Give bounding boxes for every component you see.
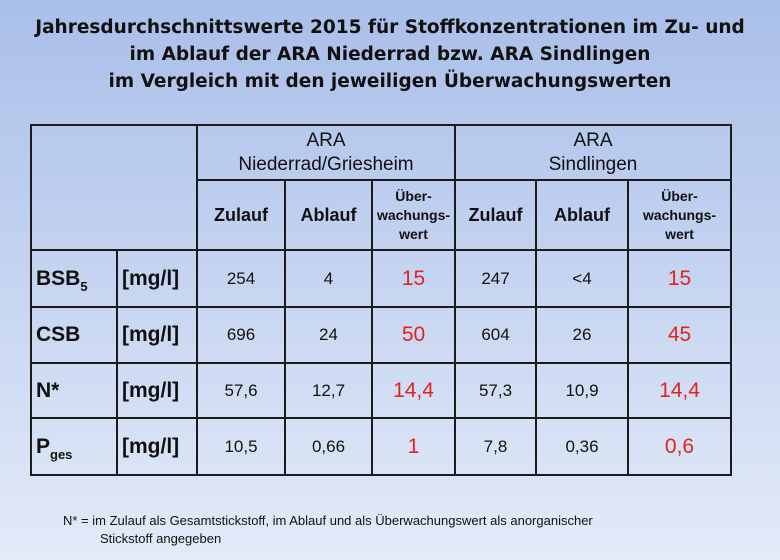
table-row: BSB5 [mg/l] 254 4 15 247 <4 15 bbox=[30, 249, 732, 308]
unit-cell: [mg/l] bbox=[116, 362, 198, 419]
col-header-ablauf: Ablauf bbox=[284, 179, 373, 251]
parameter-cell: Pges bbox=[30, 417, 118, 476]
parameter-cell: CSB bbox=[30, 306, 118, 364]
parameter-name: P bbox=[36, 434, 51, 458]
monitor-label-line2: wachungs- bbox=[642, 206, 717, 223]
parameter-cell: N* bbox=[30, 362, 118, 419]
value-cell: 4 bbox=[284, 249, 373, 308]
value-cell: 247 bbox=[454, 249, 537, 308]
footnote: N* = im Zulauf als Gesamtstickstoff, im … bbox=[63, 512, 593, 548]
value-cell: 604 bbox=[454, 306, 537, 364]
value-cell: 24 bbox=[284, 306, 373, 364]
parameter-name: N* bbox=[36, 378, 60, 402]
limit-value-cell: 15 bbox=[371, 249, 456, 308]
limit-value-cell: 14,4 bbox=[627, 362, 732, 419]
value-cell: 10,5 bbox=[196, 417, 286, 476]
title-line-2: im Ablauf der ARA Niederrad bzw. ARA Sin… bbox=[129, 44, 651, 65]
limit-value-cell: 14,4 bbox=[371, 362, 456, 419]
title-line-1: Jahresdurchschnittswerte 2015 für Stoffk… bbox=[35, 17, 745, 38]
footnote-line-1: N* = im Zulauf als Gesamtstickstoff, im … bbox=[63, 513, 593, 528]
value-cell: 10,9 bbox=[535, 362, 629, 419]
value-cell: 7,8 bbox=[454, 417, 537, 476]
col-header-ablauf: Ablauf bbox=[535, 179, 629, 251]
group-header-sindlingen: ARA Sindlingen bbox=[454, 124, 732, 181]
monitor-label-line3: wert bbox=[399, 225, 428, 242]
value-cell: 254 bbox=[196, 249, 286, 308]
concentration-table: ARA Niederrad/Griesheim ARA Sindlingen Z… bbox=[30, 124, 732, 476]
value-cell: 0,66 bbox=[284, 417, 373, 476]
group-label-line1: ARA bbox=[573, 129, 613, 151]
limit-value-cell: 45 bbox=[627, 306, 732, 364]
group-label-line1: ARA bbox=[306, 129, 346, 151]
value-cell: 57,3 bbox=[454, 362, 537, 419]
monitor-label-line3: wert bbox=[665, 225, 694, 242]
table-row: CSB [mg/l] 696 24 50 604 26 45 bbox=[30, 306, 732, 364]
monitor-label-line2: wachungs- bbox=[376, 206, 451, 223]
unit-cell: [mg/l] bbox=[116, 417, 198, 476]
unit-cell: [mg/l] bbox=[116, 249, 198, 308]
table-row: N* [mg/l] 57,6 12,7 14,4 57,3 10,9 14,4 bbox=[30, 362, 732, 419]
footnote-line-2: Stickstoff angegeben bbox=[100, 531, 222, 546]
limit-value-cell: 0,6 bbox=[627, 417, 732, 476]
header-group-row: ARA Niederrad/Griesheim ARA Sindlingen bbox=[30, 124, 732, 251]
group-label-line2: Niederrad/Griesheim bbox=[238, 153, 414, 175]
value-cell: 26 bbox=[535, 306, 629, 364]
unit-cell: [mg/l] bbox=[116, 306, 198, 364]
page-title: Jahresdurchschnittswerte 2015 für Stoffk… bbox=[0, 14, 780, 95]
limit-value-cell: 15 bbox=[627, 249, 732, 308]
header-corner-cell bbox=[30, 124, 198, 251]
monitor-label-line1: Über- bbox=[395, 187, 432, 204]
parameter-subscript: 5 bbox=[80, 278, 88, 294]
col-header-zulauf: Zulauf bbox=[454, 179, 537, 251]
col-header-ueberwachungswert: Über- wachungs- wert bbox=[371, 179, 456, 251]
parameter-cell: BSB5 bbox=[30, 249, 118, 308]
monitor-label-line1: Über- bbox=[661, 187, 698, 204]
value-cell: <4 bbox=[535, 249, 629, 308]
parameter-subscript: ges bbox=[50, 446, 73, 462]
value-cell: 0,36 bbox=[535, 417, 629, 476]
header-column-row: Zulauf Ablauf Über- wachungs- wert Zulau… bbox=[31, 179, 732, 251]
limit-value-cell: 50 bbox=[371, 306, 456, 364]
limit-value-cell: 1 bbox=[371, 417, 456, 476]
value-cell: 12,7 bbox=[284, 362, 373, 419]
value-cell: 57,6 bbox=[196, 362, 286, 419]
group-header-niederrad: ARA Niederrad/Griesheim bbox=[196, 124, 456, 181]
col-header-zulauf: Zulauf bbox=[196, 179, 286, 251]
parameter-name: BSB bbox=[36, 266, 81, 290]
parameter-name: CSB bbox=[36, 323, 81, 346]
col-header-ueberwachungswert: Über- wachungs- wert bbox=[627, 179, 732, 251]
group-label-line2: Sindlingen bbox=[548, 153, 638, 175]
table-row: Pges [mg/l] 10,5 0,66 1 7,8 0,36 0,6 bbox=[30, 417, 732, 476]
value-cell: 696 bbox=[196, 306, 286, 364]
title-line-3: im Vergleich mit den jeweiligen Überwach… bbox=[108, 71, 672, 92]
